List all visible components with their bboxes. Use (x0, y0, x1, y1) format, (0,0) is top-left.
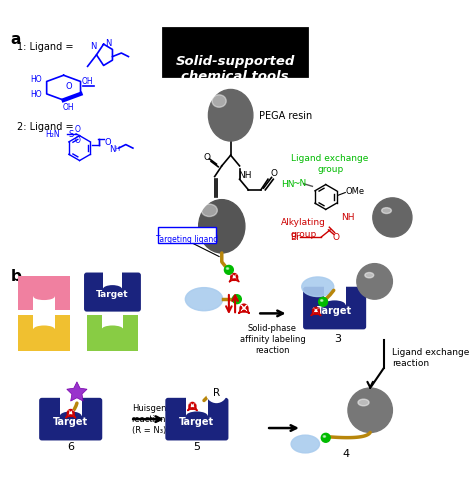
Text: Ligand exchange
group: Ligand exchange group (292, 153, 369, 173)
Text: HO: HO (31, 75, 42, 84)
FancyBboxPatch shape (303, 287, 366, 330)
Text: 2: Ligand =: 2: Ligand = (18, 122, 74, 132)
Circle shape (348, 388, 392, 433)
Text: Targeting ligand: Targeting ligand (156, 235, 218, 244)
Ellipse shape (33, 326, 55, 333)
Circle shape (312, 308, 319, 315)
Text: N: N (109, 144, 115, 153)
Text: R: R (213, 388, 220, 398)
Bar (33, 313, 55, 330)
Text: a: a (10, 32, 21, 47)
Text: H₂N: H₂N (46, 130, 60, 139)
Text: Huisgen
reaction
(R = N₃): Huisgen reaction (R = N₃) (132, 403, 166, 435)
Circle shape (373, 198, 412, 238)
Ellipse shape (209, 91, 253, 142)
Text: OH: OH (82, 77, 93, 86)
Text: O: O (271, 169, 278, 178)
Text: Target: Target (179, 416, 214, 426)
Text: Target: Target (317, 305, 352, 315)
Text: 4: 4 (343, 449, 350, 458)
Ellipse shape (227, 268, 228, 270)
Text: NH: NH (341, 212, 355, 222)
Polygon shape (67, 382, 87, 401)
Text: 6: 6 (67, 441, 74, 452)
Ellipse shape (382, 208, 392, 214)
Circle shape (357, 264, 392, 300)
Text: Target: Target (96, 289, 129, 299)
Ellipse shape (212, 96, 226, 108)
Text: ~N: ~N (292, 179, 306, 188)
Ellipse shape (365, 273, 374, 278)
Bar (101, 313, 123, 330)
Text: HO: HO (31, 90, 42, 98)
Text: Solid-phase
affinity labeling
reaction: Solid-phase affinity labeling reaction (239, 323, 305, 355)
Text: 5: 5 (193, 441, 201, 452)
Bar (33, 297, 55, 313)
Text: NH: NH (238, 171, 252, 180)
Text: b: b (10, 269, 21, 284)
FancyBboxPatch shape (39, 398, 102, 440)
Text: S: S (68, 130, 73, 139)
Circle shape (231, 274, 237, 281)
Circle shape (319, 298, 328, 307)
Ellipse shape (320, 300, 323, 302)
FancyBboxPatch shape (165, 398, 228, 440)
Circle shape (232, 295, 241, 304)
Circle shape (189, 403, 196, 409)
FancyBboxPatch shape (84, 273, 141, 312)
Ellipse shape (185, 288, 223, 311)
Ellipse shape (291, 435, 319, 453)
Text: O: O (75, 136, 81, 144)
Text: OH: OH (62, 103, 74, 112)
FancyBboxPatch shape (163, 29, 307, 77)
Text: HN: HN (281, 180, 295, 189)
Bar (186, 396, 208, 416)
Ellipse shape (103, 286, 122, 294)
Ellipse shape (323, 436, 326, 438)
Text: OMe: OMe (345, 187, 365, 196)
Ellipse shape (324, 301, 346, 310)
Circle shape (67, 409, 74, 417)
Ellipse shape (101, 326, 123, 333)
Ellipse shape (186, 411, 208, 421)
Text: Br: Br (290, 233, 300, 242)
Bar (103, 271, 122, 290)
Ellipse shape (235, 298, 237, 299)
Text: Target: Target (53, 416, 88, 426)
Text: Ligand exchange
reaction: Ligand exchange reaction (392, 347, 470, 367)
Bar (18, 276, 70, 310)
Circle shape (207, 383, 226, 402)
Text: 1: Ligand =: 1: Ligand = (18, 43, 74, 52)
Ellipse shape (199, 200, 245, 254)
Text: O: O (333, 233, 340, 242)
Circle shape (224, 266, 233, 275)
Text: O: O (75, 125, 81, 134)
Text: N: N (90, 42, 96, 51)
FancyBboxPatch shape (158, 227, 216, 243)
Bar (18, 316, 70, 351)
Text: 3: 3 (334, 333, 341, 343)
Text: O: O (104, 137, 111, 146)
Bar (324, 286, 346, 305)
Text: N: N (105, 39, 111, 48)
Bar (87, 316, 138, 351)
Ellipse shape (60, 411, 82, 421)
Ellipse shape (33, 293, 55, 301)
Ellipse shape (201, 205, 217, 217)
Text: Solid-supported
chemical tools: Solid-supported chemical tools (175, 55, 295, 83)
Ellipse shape (302, 277, 334, 297)
Text: O: O (65, 82, 72, 91)
Text: Alkylating
group: Alkylating group (281, 218, 326, 238)
Text: O: O (203, 152, 210, 161)
Bar (60, 396, 82, 416)
Text: PEGA resin: PEGA resin (259, 111, 312, 121)
Circle shape (240, 304, 248, 312)
Circle shape (321, 434, 330, 442)
Text: H: H (114, 146, 119, 152)
Ellipse shape (358, 399, 369, 406)
